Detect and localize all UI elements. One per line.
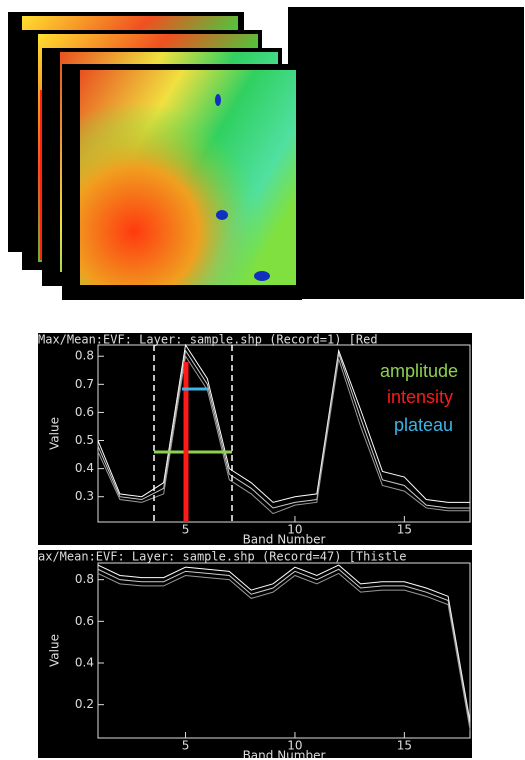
image-detail [215,94,221,106]
y-tick-label: 0.2 [75,697,94,711]
y-tick-label: 0.3 [75,489,94,503]
chart-2: ax/Mean:EVF: Layer: sample.shp (Record=4… [38,550,472,760]
x-tick-label: 5 [182,739,190,753]
x-axis-label: Band Number [243,749,326,760]
x-tick-label: 10 [287,523,302,537]
y-tick-label: 0.6 [75,614,94,628]
x-tick-label: 15 [397,523,412,537]
annotation: plateau [394,415,453,435]
plot-frame [97,344,471,523]
image-stack [8,7,524,300]
image-detail [254,271,270,281]
chart-panel [38,333,472,545]
y-tick-label: 0.5 [75,433,94,447]
y-tick-label: 0.4 [75,461,94,475]
series-line [97,349,470,509]
x-tick-label: 10 [287,739,302,753]
y-tick-label: 0.7 [75,377,94,391]
black-panel [288,7,524,299]
image-detail [216,210,228,220]
y-tick-label: 0.8 [75,572,94,586]
chart-panel [38,550,472,758]
y-tick-label: 0.6 [75,405,94,419]
plot-frame [97,562,471,739]
series-line [97,568,471,726]
x-tick-label: 5 [182,523,190,537]
annotation: amplitude [380,361,458,381]
x-axis-label: Band Number [243,533,326,547]
image-layer [80,70,296,285]
chart-title: ax/Mean:EVF: Layer: sample.shp (Record=4… [38,550,406,564]
y-axis-label: Value [48,634,62,667]
series-line [97,564,471,722]
y-axis-label: Value [48,417,62,450]
series-line [97,572,471,730]
x-tick-label: 15 [397,739,412,753]
series-line [97,343,470,503]
y-tick-label: 0.8 [75,349,94,363]
series-line [97,354,470,515]
chart-title: Max/Mean:EVF: Layer: sample.shp (Record=… [38,333,378,347]
chart-1: Max/Mean:EVF: Layer: sample.shp (Record=… [38,333,472,547]
y-tick-label: 0.4 [75,656,94,670]
annotation: intensity [387,387,453,407]
